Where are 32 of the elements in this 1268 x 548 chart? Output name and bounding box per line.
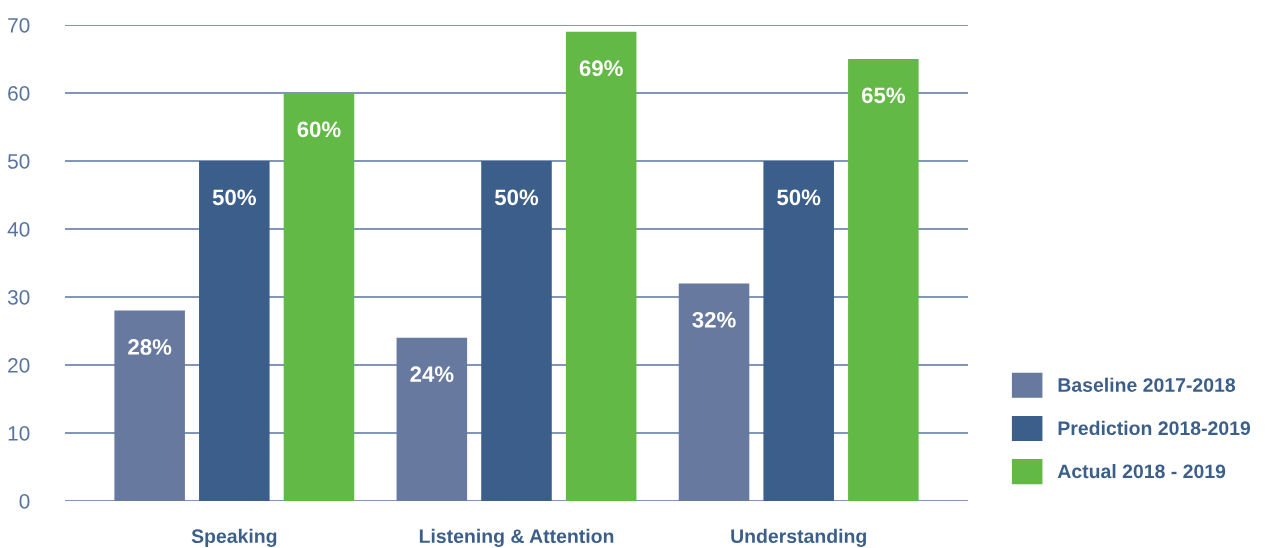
- legend-label: Actual 2018 - 2019: [1057, 463, 1226, 479]
- data-label: 50%: [212, 189, 256, 206]
- data-label: 65%: [861, 87, 905, 104]
- bar: [763, 161, 834, 501]
- data-label: 32%: [692, 311, 736, 328]
- y-tick-label: 50: [7, 154, 30, 169]
- x-tick-label: Understanding: [731, 528, 866, 547]
- bar: [283, 93, 355, 501]
- data-label: 28%: [128, 339, 172, 355]
- x-tick-label: Speaking: [191, 528, 277, 547]
- legend-label: Prediction 2018-2019: [1058, 420, 1251, 436]
- bar: [199, 161, 270, 501]
- y-tick-label: 30: [7, 290, 30, 305]
- x-tick-label: Listening & Attention: [419, 528, 614, 547]
- data-label: 24%: [410, 366, 454, 382]
- data-label: 60%: [297, 121, 341, 138]
- bar: [678, 283, 750, 501]
- y-tick-label: 70: [8, 18, 30, 33]
- y-tick-label: 40: [7, 222, 30, 237]
- y-tick-label: 0: [19, 494, 30, 509]
- legend-label: Baseline 2017-2018: [1058, 377, 1236, 392]
- data-label: 50%: [777, 189, 821, 206]
- bar: [565, 31, 637, 501]
- bar: [396, 337, 468, 501]
- bar: [481, 161, 552, 501]
- bar: [848, 59, 919, 501]
- bar: [114, 310, 185, 501]
- data-label: 69%: [579, 60, 623, 77]
- y-tick-label: 20: [8, 358, 30, 373]
- y-tick-label: 60: [8, 86, 30, 101]
- y-tick-label: 10: [8, 426, 30, 441]
- data-label: 50%: [494, 189, 539, 206]
